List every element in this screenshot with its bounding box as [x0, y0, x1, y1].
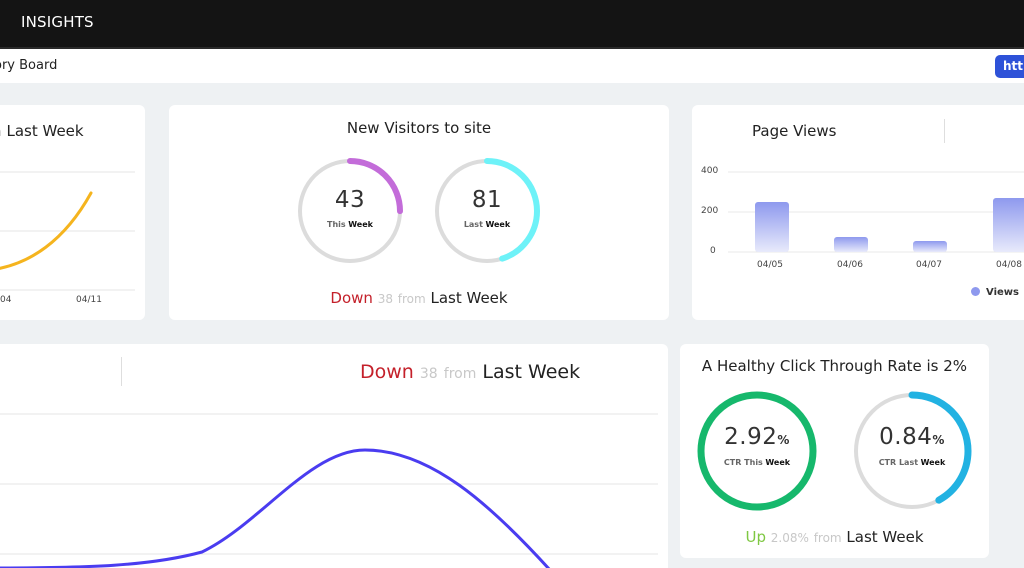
card-title: Page Views	[752, 122, 837, 140]
chart-legend[interactable]: Views	[971, 287, 1019, 298]
compare-base: Last Week	[846, 528, 924, 546]
compare-direction: Up	[745, 528, 766, 546]
bar-04/06[interactable]	[834, 237, 868, 252]
ctr-this-week-value: 2.92%	[724, 424, 790, 450]
visitors-last-week-label: Last Week	[463, 220, 511, 229]
ctr-this-week-label: CTR This Week	[723, 458, 791, 467]
visitors-this-week-value: 43	[334, 187, 366, 213]
x-tick-label: 04/06	[837, 260, 863, 270]
compare-from: from	[813, 531, 842, 545]
compare-base: Last Week	[6, 122, 84, 140]
x-tick-label: 04/05	[757, 260, 783, 270]
compare-amount: 38	[419, 366, 438, 382]
ctr-last-week-label: CTR Last Week	[878, 458, 946, 467]
gauge-arc-last-week	[852, 391, 972, 511]
compare-base: Last Week	[430, 289, 508, 307]
visitors-this-week-label: This Week	[327, 220, 373, 229]
compare-direction: Down	[330, 289, 373, 307]
compare-from-fragment: m	[0, 125, 2, 139]
card-title: A Healthy Click Through Rate is 2%	[701, 357, 968, 375]
compare-direction: Down	[360, 361, 414, 383]
gauge-arc-last-week	[434, 158, 540, 264]
compare-from: from	[397, 292, 426, 306]
new-visitors-card: New Visitors to site 43 This Week 81 Las…	[169, 105, 669, 320]
x-tick-label: 04	[0, 295, 12, 305]
bar-04/05[interactable]	[755, 202, 789, 252]
legend-label: Views	[986, 287, 1019, 298]
visitor-gauges	[297, 158, 540, 264]
app-title[interactable]: INSIGHTS	[21, 13, 94, 31]
x-tick-label: 04/08	[996, 260, 1022, 270]
compare-amount: 2.08%	[770, 531, 809, 545]
gauge-arc-this-week	[297, 158, 403, 264]
card-title: New Visitors to site	[346, 119, 492, 137]
page-views-chart	[728, 171, 1024, 253]
bar-04/07[interactable]	[913, 241, 947, 252]
header-divider	[121, 357, 122, 386]
trend-line	[0, 191, 93, 270]
x-tick-label: 04/11	[76, 295, 102, 305]
y-tick-label: 400	[701, 166, 719, 176]
page-views-card: Page Views 400 200 0 04/05 04/06 04/07 0…	[692, 105, 1024, 320]
compare-base: Last Week	[482, 361, 581, 383]
visitors-compare: Down 38 from Last Week	[169, 289, 669, 307]
left-trend-chart	[0, 171, 135, 291]
left-trend-compare: m Last Week	[0, 122, 84, 140]
sub-header: ory Board http	[0, 47, 1024, 83]
compare-from: from	[443, 366, 477, 382]
top-nav-bar: INSIGHTS	[0, 0, 1024, 47]
compare-amount: 38	[377, 292, 393, 306]
ctr-card: A Healthy Click Through Rate is 2% 2.92%…	[680, 344, 989, 558]
y-tick-label: 200	[701, 206, 719, 216]
visitors-last-week-value: 81	[471, 187, 503, 213]
ctr-gauges	[697, 391, 972, 511]
legend-swatch	[971, 287, 980, 296]
left-trend-card: m Last Week 04 04/11	[0, 105, 145, 320]
url-button[interactable]: http	[995, 55, 1024, 78]
x-tick-label: 04/07	[916, 260, 942, 270]
trend-line	[0, 448, 551, 568]
board-title: ory Board	[0, 58, 58, 73]
big-trend-chart	[0, 413, 658, 568]
header-divider	[944, 119, 945, 143]
big-trend-card: Down 38 from Last Week	[0, 344, 668, 568]
y-tick-label: 0	[710, 246, 716, 256]
bar-04/08[interactable]	[993, 198, 1024, 252]
big-trend-compare: Down 38 from Last Week	[360, 361, 580, 383]
ctr-last-week-value: 0.84%	[879, 424, 945, 450]
ctr-compare: Up 2.08% from Last Week	[680, 528, 989, 546]
gauge-arc-this-week	[697, 391, 817, 511]
